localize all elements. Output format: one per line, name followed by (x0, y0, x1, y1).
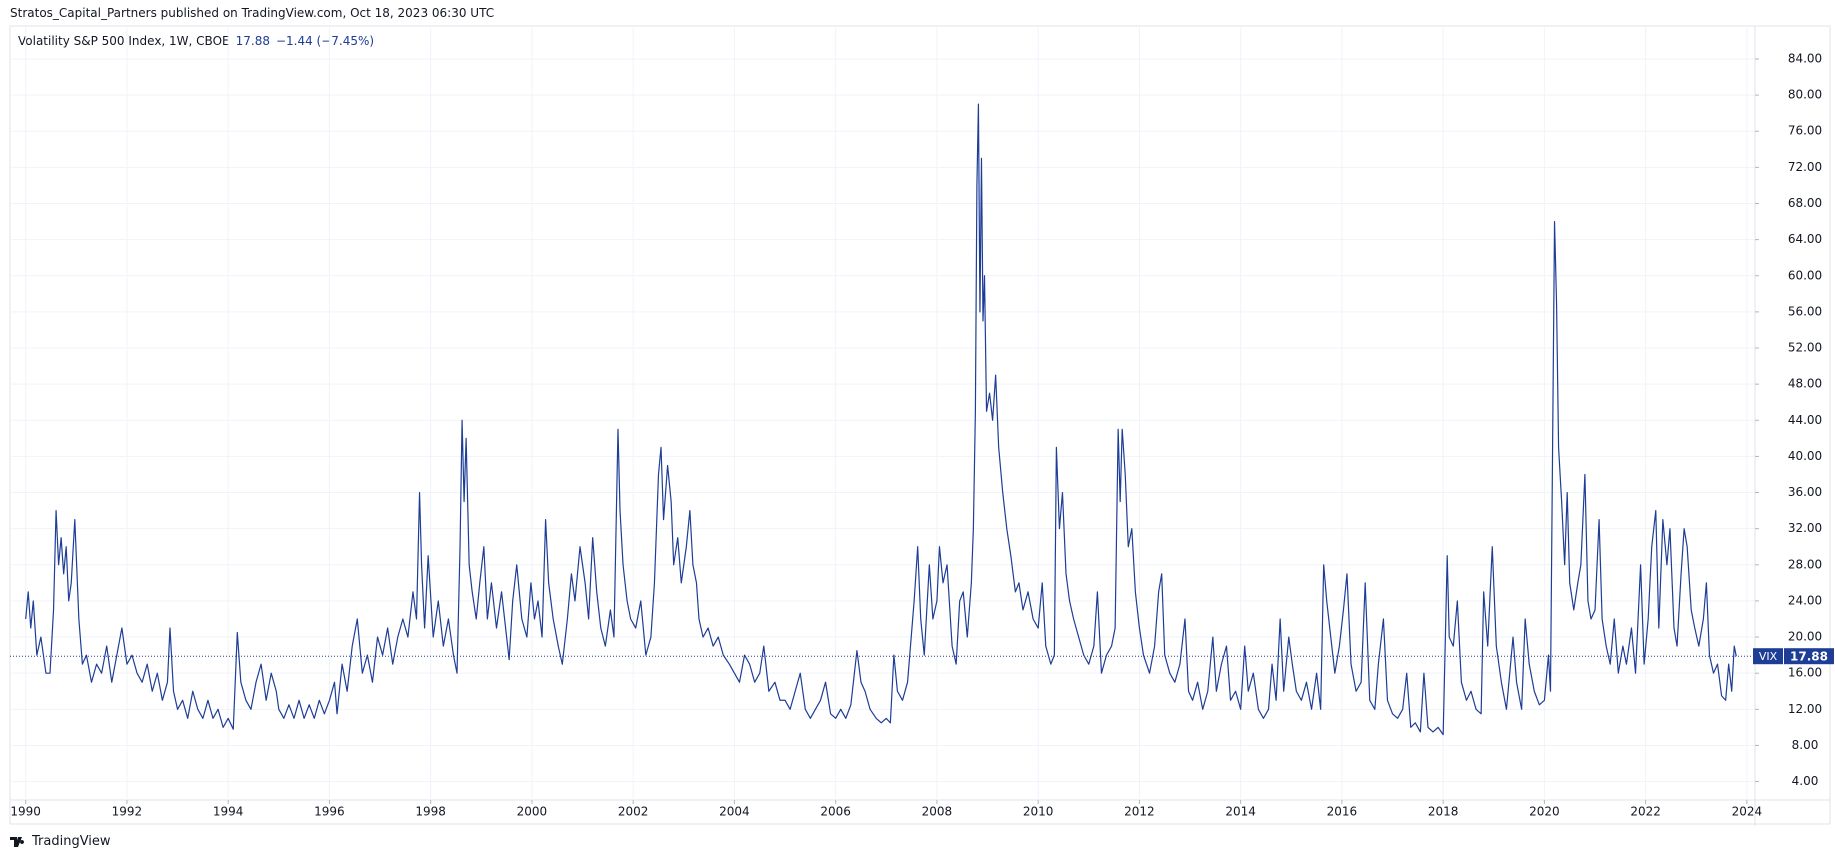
y-tick-label: 48.00 (1788, 377, 1822, 391)
y-tick-label: 80.00 (1788, 88, 1822, 102)
y-tick-label: 12.00 (1788, 702, 1822, 716)
brand: TradingView (32, 834, 111, 849)
x-tick-label: 2002 (618, 805, 649, 819)
y-tick-label: 84.00 (1788, 51, 1822, 65)
y-tick-label: 24.00 (1788, 593, 1822, 607)
y-tick-label: 32.00 (1788, 521, 1822, 535)
y-tick-label: 16.00 (1788, 666, 1822, 680)
x-tick-label: 2010 (1023, 805, 1054, 819)
x-tick-label: 2018 (1428, 805, 1459, 819)
last-price-badge (1753, 648, 1783, 665)
y-tick-label: 72.00 (1788, 160, 1822, 174)
x-tick-label: 2012 (1124, 805, 1155, 819)
y-tick-label: 20.00 (1788, 630, 1822, 644)
x-tick-label: 2016 (1327, 805, 1358, 819)
last-price-label: 17.88 (1790, 650, 1828, 664)
x-tick-label: 1992 (112, 805, 143, 819)
x-tick-label: 2008 (922, 805, 953, 819)
y-tick-label: 28.00 (1788, 557, 1822, 571)
y-tick-label: 44.00 (1788, 413, 1822, 427)
x-tick-label: 2014 (1225, 805, 1256, 819)
x-tick-label: 1994 (213, 805, 244, 819)
x-tick-label: 2024 (1732, 805, 1763, 819)
last-price-badge (1784, 648, 1834, 665)
logo (10, 836, 25, 847)
y-tick-label: 36.00 (1788, 485, 1822, 499)
last-value: 17.88 (235, 34, 270, 48)
x-tick-label: 2022 (1630, 805, 1661, 819)
symbol-label: VIX (1759, 650, 1778, 663)
y-tick-label: 4.00 (1792, 774, 1819, 788)
x-tick-label: 1996 (314, 805, 345, 819)
footer: TradingView (10, 834, 111, 849)
plot-frame (9, 25, 1831, 825)
x-tick-label: 2000 (517, 805, 548, 819)
x-tick-label: 1990 (10, 805, 41, 819)
change: −1.44 (−7.45%) (275, 34, 375, 48)
x-tick-label: 1998 (415, 805, 446, 819)
publish-header: Stratos_Capital_Partners published on Tr… (10, 6, 495, 20)
y-tick-label: 64.00 (1788, 232, 1822, 246)
y-tick-label: 40.00 (1788, 449, 1822, 463)
legend: Volatility S&P 500 Index, 1W, CBOE 17.88−… (18, 34, 374, 48)
y-tick-label: 8.00 (1792, 738, 1819, 752)
y-tick-label: 68.00 (1788, 196, 1822, 210)
x-tick-label: 2004 (719, 805, 750, 819)
x-tick-label: 2006 (820, 805, 851, 819)
y-tick-label: 52.00 (1788, 341, 1822, 355)
x-tick-label: 2020 (1529, 805, 1560, 819)
y-tick-label: 76.00 (1788, 124, 1822, 138)
y-tick-label: 56.00 (1788, 304, 1822, 318)
y-tick-label: 60.00 (1788, 268, 1822, 282)
price-line (25, 103, 1737, 736)
symbol-title: Volatility S&P 500 Index, 1W, CBOE (18, 34, 230, 48)
